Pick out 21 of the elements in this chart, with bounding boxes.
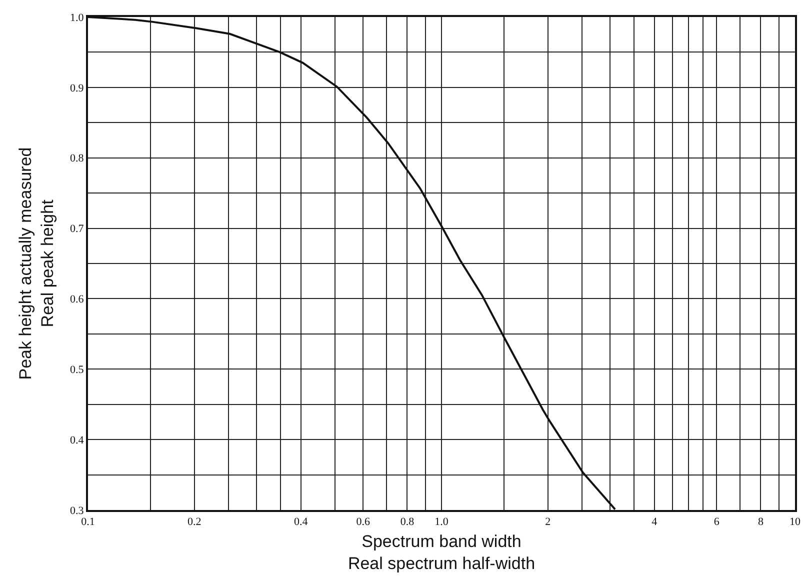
y-axis-title: Peak height actually measured Real peak height (16, 147, 58, 380)
y-tick-label: 0.9 (70, 82, 84, 94)
y-tick-label: 0.6 (70, 294, 84, 306)
y-tick-label: 0.4 (70, 434, 84, 446)
y-tick-label: 1.0 (70, 12, 84, 24)
x-tick-label: 8 (758, 516, 764, 528)
x-tick-label: 0.6 (356, 516, 370, 528)
x-tick-label: 4 (652, 516, 658, 528)
x-tick-label: 10 (790, 516, 801, 528)
y-tick-label: 0.5 (70, 364, 84, 376)
y-tick-label: 0.7 (70, 223, 84, 236)
x-axis-title: Spectrum band width Real spectrum half-width (348, 532, 536, 574)
x-tick-label: 0.8 (400, 516, 415, 528)
x-tick-label: 6 (714, 516, 720, 528)
x-tick-label: 2 (545, 516, 551, 528)
y-tick-label: 0.8 (70, 152, 84, 165)
x-tick-label: 0.4 (294, 516, 308, 528)
x-tick-label: 0.1 (81, 516, 95, 528)
x-tick-label: 0.2 (188, 516, 202, 528)
y-tick-label: 0.3 (70, 504, 84, 517)
x-tick-label: 1.0 (434, 516, 449, 528)
